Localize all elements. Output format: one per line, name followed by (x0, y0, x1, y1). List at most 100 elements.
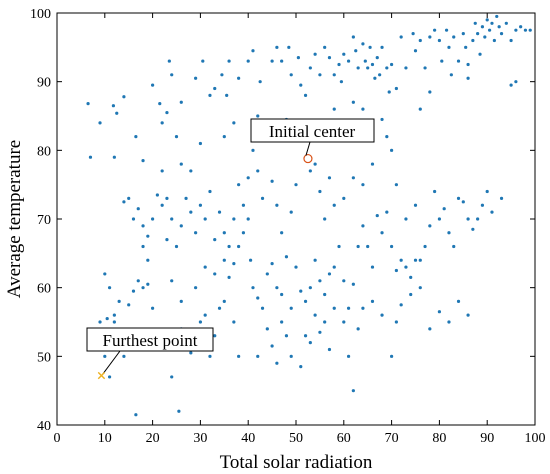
data-point (428, 327, 432, 331)
data-point (270, 344, 274, 348)
data-point (361, 107, 365, 111)
data-point (499, 31, 504, 36)
data-point (380, 117, 384, 122)
y-tick-label: 90 (37, 76, 51, 91)
data-point (327, 56, 332, 60)
data-point (280, 292, 284, 297)
data-point (289, 354, 293, 358)
data-point (258, 80, 262, 84)
x-tick-label: 20 (146, 431, 160, 446)
data-point (519, 25, 523, 29)
x-tick-label: 40 (241, 431, 255, 446)
data-point (105, 316, 109, 321)
furthest-point-label: Furthest point (103, 331, 198, 350)
data-point (313, 52, 317, 56)
data-point (155, 193, 159, 197)
data-point (380, 231, 384, 235)
data-point (308, 341, 312, 345)
data-point (299, 289, 303, 293)
plot-area (56, 12, 536, 426)
data-point (394, 86, 398, 91)
data-point (490, 21, 494, 25)
data-point (385, 66, 389, 70)
data-point (127, 196, 131, 200)
data-point (284, 255, 289, 259)
data-point (390, 62, 394, 67)
data-point (122, 200, 126, 204)
x-tick-label: 70 (385, 431, 399, 446)
data-point (461, 31, 465, 36)
data-point (98, 121, 102, 125)
data-point (437, 217, 441, 221)
data-point (251, 148, 255, 152)
data-point (189, 169, 193, 173)
data-point (251, 286, 255, 290)
data-point (399, 35, 403, 39)
data-point (177, 409, 181, 413)
data-point (213, 86, 217, 91)
data-point (237, 354, 241, 358)
x-tick-label: 0 (54, 431, 61, 446)
y-axis-title: Average temperature (4, 140, 25, 298)
data-point (366, 66, 370, 70)
data-point (308, 66, 312, 70)
data-point (418, 258, 422, 262)
data-point (327, 272, 332, 276)
data-point (194, 286, 198, 290)
data-point (289, 210, 293, 214)
data-point (375, 56, 379, 60)
data-point (179, 100, 183, 104)
data-point (476, 217, 480, 221)
data-point (275, 45, 279, 49)
data-point (303, 334, 308, 338)
data-point (158, 102, 162, 106)
data-point (232, 121, 236, 125)
data-point (131, 289, 136, 293)
data-point (323, 217, 327, 221)
data-point (373, 76, 377, 80)
data-point (217, 306, 222, 310)
data-point (134, 413, 138, 417)
data-point (296, 56, 300, 60)
data-point (198, 203, 202, 207)
data-point (208, 354, 212, 358)
data-point (466, 62, 470, 67)
data-point (222, 231, 226, 235)
data-point (452, 244, 456, 249)
data-point (248, 258, 253, 262)
x-tick-label: 80 (432, 431, 446, 446)
data-point (354, 49, 358, 53)
data-point (179, 162, 183, 166)
data-point (394, 268, 398, 273)
data-point (227, 275, 231, 279)
data-point (256, 296, 260, 300)
data-point (222, 258, 226, 262)
data-point (342, 320, 346, 324)
data-point (112, 313, 116, 317)
data-point (332, 73, 336, 77)
data-point (514, 80, 518, 84)
x-tick-label: 10 (98, 431, 112, 446)
x-tick-label: 30 (193, 431, 207, 446)
x-tick-label: 60 (337, 431, 351, 446)
data-point (256, 169, 260, 173)
data-point (270, 262, 274, 266)
data-point (107, 375, 112, 379)
data-point (170, 217, 174, 221)
data-point (308, 286, 312, 290)
data-point (318, 330, 322, 334)
data-point (294, 265, 298, 269)
data-point (528, 28, 532, 32)
data-point (160, 169, 164, 173)
data-point (390, 244, 394, 249)
initial-center-label: Initial center (269, 122, 356, 141)
data-point (122, 95, 126, 99)
initial-center-leader (305, 141, 311, 156)
data-point (499, 196, 504, 200)
data-point (385, 135, 389, 139)
data-point (208, 189, 212, 194)
data-point (256, 354, 260, 358)
data-point (370, 162, 375, 166)
data-point (289, 73, 293, 77)
